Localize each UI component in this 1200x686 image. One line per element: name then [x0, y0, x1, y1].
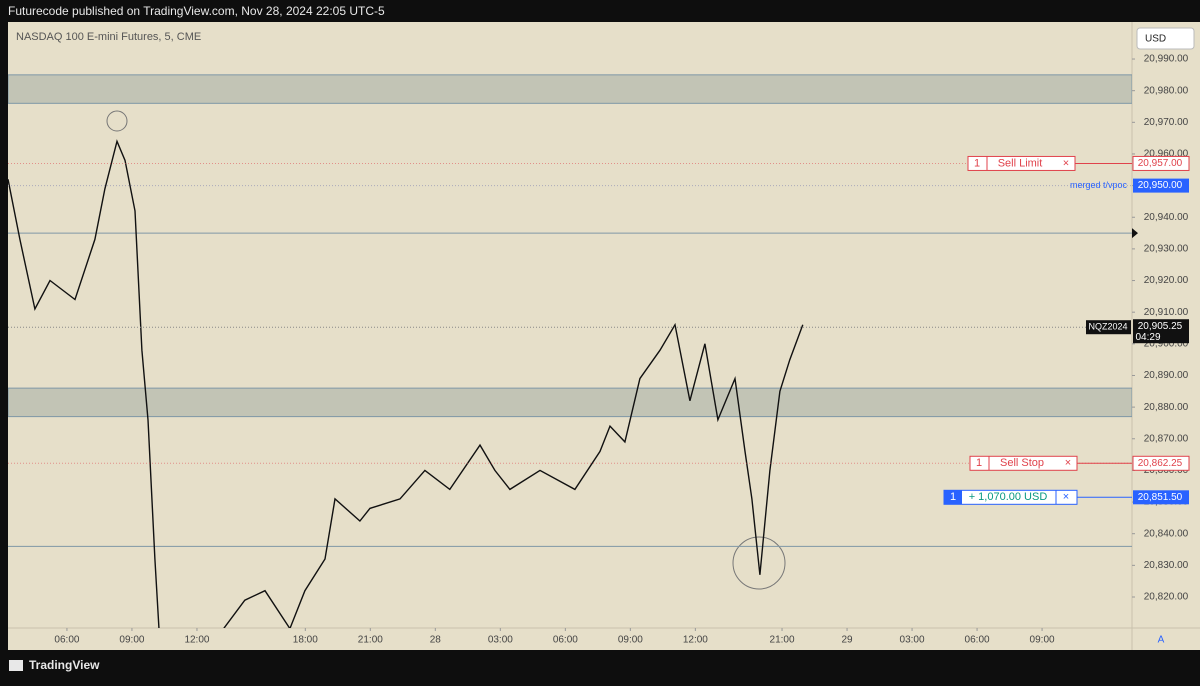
- countdown: 04:29: [1135, 332, 1160, 343]
- order-label: Sell Limit: [998, 157, 1043, 169]
- x-tick-label: 03:00: [488, 635, 513, 646]
- order-label: Sell Stop: [1000, 457, 1044, 469]
- marker-text: merged t/vpoc: [1070, 180, 1128, 190]
- x-tick-label: 09:00: [618, 635, 643, 646]
- x-tick-label: 12:00: [683, 635, 708, 646]
- position-close[interactable]: ×: [1063, 491, 1069, 503]
- x-tick-label: 29: [841, 635, 853, 646]
- marker-price: 20,950.00: [1138, 180, 1183, 191]
- level-arrow: [1132, 228, 1138, 239]
- currency-button[interactable]: [1136, 27, 1195, 50]
- publisher: Futurecode published on TradingView.com,…: [8, 4, 385, 18]
- x-tick-label: 21:00: [358, 635, 383, 646]
- symbol: NQZ2024: [1088, 322, 1127, 332]
- order-qty: 1: [976, 457, 982, 469]
- last-price: 20,905.25: [1138, 321, 1183, 332]
- position-price: 20,851.50: [1138, 492, 1183, 503]
- highlight-circle: [732, 536, 786, 590]
- order-box[interactable]: [969, 455, 1078, 471]
- x-tick-label: 03:00: [900, 635, 925, 646]
- zone: [8, 387, 1132, 418]
- order-box[interactable]: [967, 155, 1076, 171]
- y-tick-label: 20,930.00: [1144, 244, 1189, 255]
- x-tick-label: 06:00: [54, 635, 79, 646]
- chart-title: NASDAQ 100 E-mini Futures, 5, CME: [16, 31, 201, 43]
- chart-bg: [8, 22, 1200, 650]
- y-tick-label: 20,970.00: [1144, 117, 1189, 128]
- order-close[interactable]: ×: [1063, 157, 1069, 169]
- order-close[interactable]: ×: [1065, 457, 1071, 469]
- y-tick-label: 20,910.00: [1144, 307, 1189, 318]
- y-tick-label: 20,880.00: [1144, 402, 1189, 413]
- y-tick-label: 20,920.00: [1144, 275, 1189, 286]
- order-price: 20,862.25: [1138, 458, 1183, 469]
- x-tick-label: 06:00: [553, 635, 578, 646]
- position-qty-box: [944, 490, 962, 505]
- position-qty: 1: [950, 491, 956, 503]
- position-pnl: + 1,070.00 USD: [969, 491, 1048, 503]
- y-tick-label: 20,890.00: [1144, 370, 1189, 381]
- position-tag: [1133, 490, 1189, 505]
- order-price: 20,957.00: [1138, 158, 1183, 169]
- y-tick-label: 20,990.00: [1144, 54, 1189, 65]
- order-qty: 1: [974, 157, 980, 169]
- y-tick-label: 20,960.00: [1144, 149, 1189, 160]
- last-price-tag: [1133, 319, 1189, 344]
- x-tick-label: 18:00: [293, 635, 318, 646]
- y-tick-label: 20,900.00: [1144, 338, 1189, 349]
- plot: [8, 74, 1132, 628]
- y-tick-label: 20,820.00: [1144, 592, 1189, 603]
- auto-scale[interactable]: A: [1158, 635, 1165, 646]
- x-tick-label: 28: [430, 635, 442, 646]
- y-tick-label: 20,940.00: [1144, 212, 1189, 223]
- logo: [9, 660, 23, 671]
- x-tick-label: 12:00: [184, 635, 209, 646]
- x-tick-label: 06:00: [965, 635, 990, 646]
- y-tick-label: 20,840.00: [1144, 528, 1189, 539]
- brand: TradingView: [29, 658, 100, 672]
- order-tag: [1132, 455, 1190, 471]
- y-tick-label: 20,980.00: [1144, 85, 1189, 96]
- x-tick-label: 09:00: [119, 635, 144, 646]
- y-tick-label: 20,830.00: [1144, 560, 1189, 571]
- highlight-circle: [106, 110, 128, 132]
- currency[interactable]: USD: [1145, 34, 1166, 45]
- zone: [8, 74, 1132, 104]
- marker-tag: [1133, 178, 1189, 193]
- symbol-tag: [1086, 320, 1131, 335]
- y-tick-label: 20,870.00: [1144, 433, 1189, 444]
- x-tick-label: 09:00: [1030, 635, 1055, 646]
- price-line: [8, 139, 804, 628]
- x-tick-label: 21:00: [770, 635, 795, 646]
- order-tag: [1132, 155, 1190, 171]
